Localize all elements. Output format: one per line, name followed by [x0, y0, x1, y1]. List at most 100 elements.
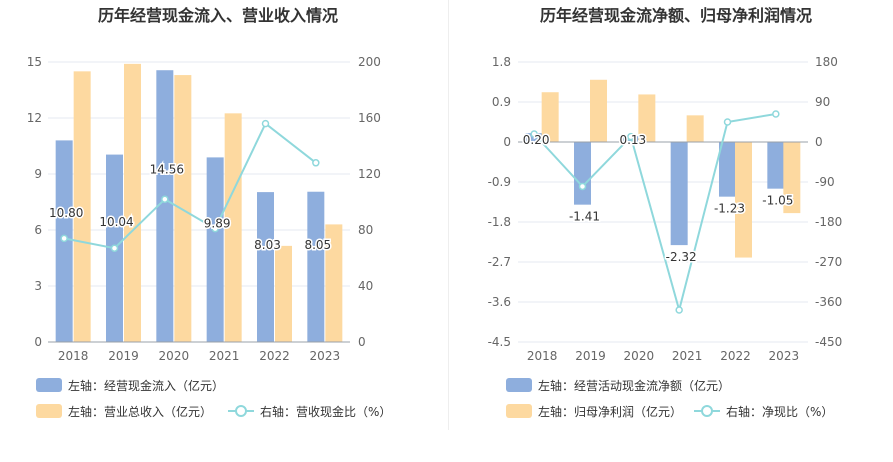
chart1-x-tick-label: 2019: [108, 349, 139, 363]
chart1-y-right-tick-label: 160: [358, 111, 381, 125]
chart2-legend-label-s2: 左轴：归母净利润（亿元）: [538, 404, 682, 419]
chart2-bar-s2: [783, 142, 801, 214]
chart1-bar-data-label: 9.89: [204, 217, 231, 231]
chart1-bar-data-label: 8.05: [304, 238, 331, 252]
chart1-line-point: [110, 244, 119, 252]
chart1-line-point: [60, 234, 68, 243]
chart1-x-tick-label: 2022: [259, 349, 290, 363]
chart1-bar-s2: [325, 224, 343, 342]
chart1-legend-marker-s3: [235, 405, 247, 417]
chart1-bar-s2: [174, 75, 192, 343]
chart1-bar-s1: [156, 70, 174, 343]
chart2-x-tick-label: 2021: [672, 349, 703, 363]
chart2-bar-data-label: 0.20: [523, 133, 550, 147]
chart2-y-right-tick-label: -450: [815, 335, 842, 349]
chart1-y-left-tick-label: 0: [34, 335, 42, 349]
chart2-y-left-tick-label: 1.8: [492, 55, 511, 69]
chart2-y-right-tick-label: 90: [815, 95, 830, 109]
chart2-y-left-tick-label: -0.9: [488, 175, 511, 189]
chart2-bar-s2: [735, 142, 752, 258]
chart1-y-right-tick-label: 120: [358, 167, 381, 181]
chart1-y-left-tick-label: 3: [34, 279, 42, 293]
chart1-y-left-tick-label: 6: [34, 223, 42, 237]
chart2-y-left-tick-label: 0: [503, 135, 511, 149]
chart1-bar-data-label: 10.80: [49, 206, 83, 220]
chart2-bar-data-label: 0.13: [619, 133, 646, 147]
chart2-bar-s1: [670, 142, 688, 246]
chart2-line-series: [533, 113, 776, 314]
chart2-x-tick-label: 2020: [624, 349, 655, 363]
chart2-y-right-tick-label: -360: [815, 295, 842, 309]
chart2-x-tick-label: 2022: [720, 349, 751, 363]
chart1-bar-s2: [73, 71, 91, 342]
chart2-legend-swatch-s2: [506, 404, 532, 418]
chart2-y-right-tick-label: -90: [815, 175, 835, 189]
chart2-y-right-tick-label: 0: [815, 135, 823, 149]
chart2-x-tick-label: 2023: [769, 349, 800, 363]
chart2-x-tick-label: 2019: [575, 349, 606, 363]
chart1-line-point: [161, 195, 169, 203]
chart1-bar-s1: [206, 157, 224, 342]
chart1-bar-data-label: 8.03: [254, 238, 281, 252]
chart1-y-right-tick-label: 200: [358, 55, 381, 69]
chart1-legend-swatch-s1: [36, 378, 62, 392]
chart1-bar-s1: [307, 191, 325, 342]
chart2-y-left-tick-label: 0.9: [492, 95, 511, 109]
chart2-line-point: [627, 132, 635, 141]
chart2-y-left-tick-label: -3.6: [488, 295, 511, 309]
chart2-y-right-tick-label: -270: [815, 255, 842, 269]
chart1-bar-data-label: 10.04: [99, 215, 133, 229]
chart1-bar-s2: [275, 245, 292, 342]
chart1-legend-label-s2: 左轴：营业总收入（亿元）: [68, 404, 212, 419]
chart2-y-right-tick-label: -180: [815, 215, 842, 229]
chart2-legend-marker-s3: [701, 405, 713, 417]
chart2-y-left-tick-label: -2.7: [488, 255, 511, 269]
chart2-bar-s2: [590, 79, 607, 142]
chart1-y-right-tick-label: 40: [358, 279, 373, 293]
chart2-y-left-tick-label: -1.8: [488, 215, 511, 229]
chart2-bar-data-label: -2.32: [666, 250, 697, 264]
chart2-bar-data-label: -1.05: [762, 194, 793, 208]
chart2-y-left-tick-label: -4.5: [488, 335, 511, 349]
chart1-y-left-tick-label: 9: [34, 167, 42, 181]
chart1-line-point: [312, 159, 320, 167]
chart1-legend-label-s3: 右轴：营收现金比（%）: [260, 404, 391, 419]
chart1-y-left-tick-label: 12: [27, 111, 42, 125]
chart2-legend-label-s1: 左轴：经营活动现金流净额（亿元）: [538, 378, 730, 393]
chart1-title: 历年经营现金流入、营业收入情况: [98, 6, 338, 25]
chart1-line-point: [211, 224, 219, 233]
chart2-line-point: [530, 130, 538, 138]
chart2-bar-s2: [686, 115, 704, 142]
chart2-x-tick-label: 2018: [527, 349, 558, 363]
chart1-x-tick-label: 2020: [159, 349, 190, 363]
chart1-line-series: [63, 122, 317, 250]
chart2-bar-data-label: -1.41: [569, 210, 600, 224]
chart2-line-point: [578, 182, 587, 191]
chart2-bar-s1: [574, 142, 591, 205]
chart1-x-tick-label: 2021: [209, 349, 240, 363]
chart1-bar-s2: [224, 113, 242, 342]
chart1-bar-s1: [257, 192, 274, 342]
chart2-line-point: [675, 306, 683, 314]
chart1-y-right-tick-label: 0: [358, 335, 366, 349]
chart1-x-tick-label: 2018: [58, 349, 89, 363]
chart2-bar-s2: [638, 94, 656, 142]
chart1-y-right-tick-label: 80: [358, 223, 373, 237]
chart2-bar-s1: [767, 142, 785, 189]
chart2-line-point: [723, 118, 732, 126]
chart2-line-point: [772, 110, 780, 118]
chart2-bar-s1: [719, 142, 736, 197]
chart1-bar-data-label: 14.56: [150, 162, 184, 176]
chart1-legend-swatch-s2: [36, 404, 62, 418]
chart2-legend-swatch-s1: [506, 378, 532, 392]
chart2-title: 历年经营现金流净额、归母净利润情况: [540, 6, 812, 25]
chart1-line-point: [261, 119, 270, 128]
chart1-bar-s2: [124, 63, 141, 342]
chart2-y-right-tick-label: 180: [815, 55, 838, 69]
chart2-bar-data-label: -1.23: [714, 202, 745, 216]
chart1-legend-label-s1: 左轴：经营现金流入（亿元）: [68, 378, 224, 393]
chart2-legend-label-s3: 右轴：净现比（%）: [726, 404, 833, 419]
chart2-bar-s2: [541, 92, 559, 142]
